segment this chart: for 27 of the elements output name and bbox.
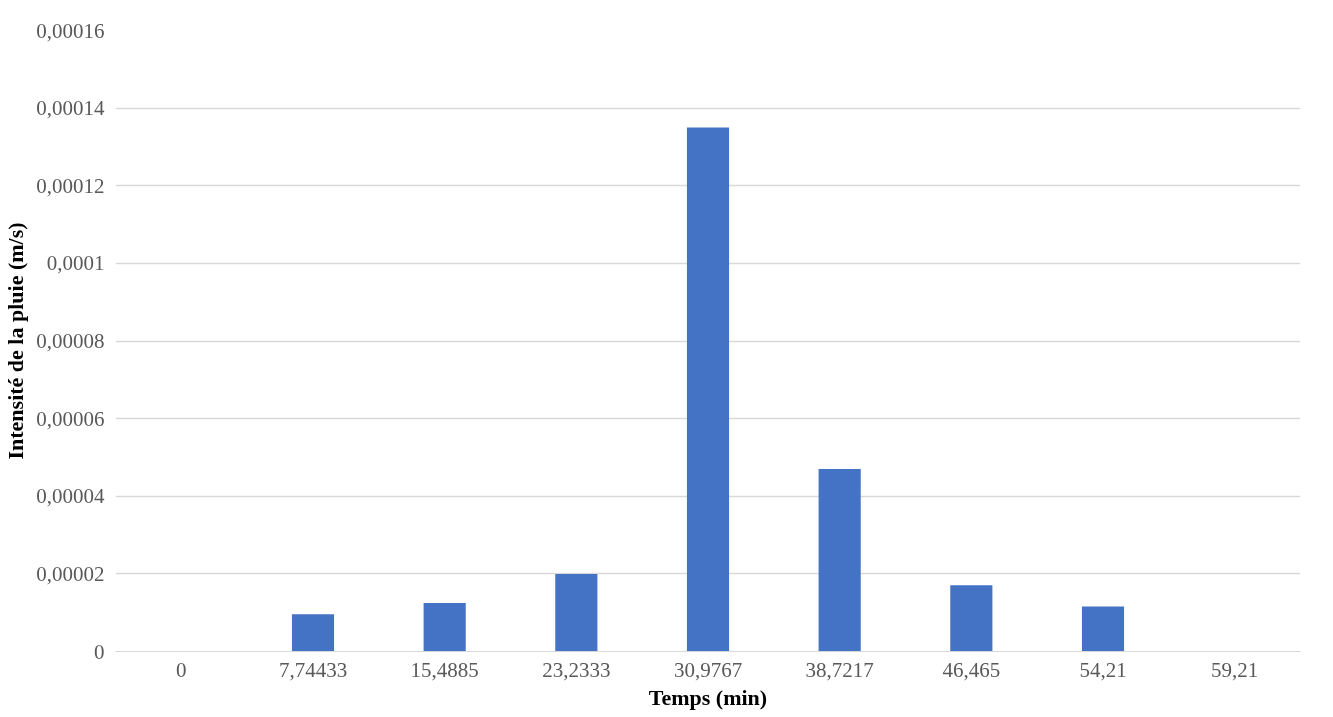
bar xyxy=(555,573,598,652)
x-tick-label: 0 xyxy=(176,657,187,682)
x-tick-label: 30,9767 xyxy=(673,657,743,682)
bar xyxy=(950,585,993,652)
y-tick-label: 0 xyxy=(94,639,105,664)
y-tick-label: 0,00002 xyxy=(36,561,105,586)
bar xyxy=(686,127,730,652)
x-tick-label: 46,465 xyxy=(942,657,1001,682)
x-tick-label: 54,21 xyxy=(1079,657,1127,682)
x-tick-label: 7,74433 xyxy=(278,657,348,682)
y-tick-label: 0,00004 xyxy=(36,484,105,509)
x-tick-label: 59,21 xyxy=(1211,657,1259,682)
bar xyxy=(818,469,861,652)
y-tick-label: 0,00006 xyxy=(36,406,105,431)
x-axis-title: Temps (min) xyxy=(648,684,768,710)
bar xyxy=(1081,606,1125,652)
y-tick-label: 0,00008 xyxy=(36,329,105,353)
bar xyxy=(291,614,335,652)
y-tick-label: 0,00014 xyxy=(36,96,105,121)
y-tick-label: 0,00016 xyxy=(36,18,105,43)
x-tick-label: 38,7217 xyxy=(805,657,874,682)
bar xyxy=(423,602,466,652)
y-tick-label: 0,0001 xyxy=(46,251,105,276)
x-tick-label: 15,4885 xyxy=(410,657,479,682)
y-tick-label: 0,00012 xyxy=(36,173,105,198)
x-tick-label: 23,2333 xyxy=(542,657,611,682)
y-axis-title: Intensité de la pluie (m/s) xyxy=(3,222,29,460)
